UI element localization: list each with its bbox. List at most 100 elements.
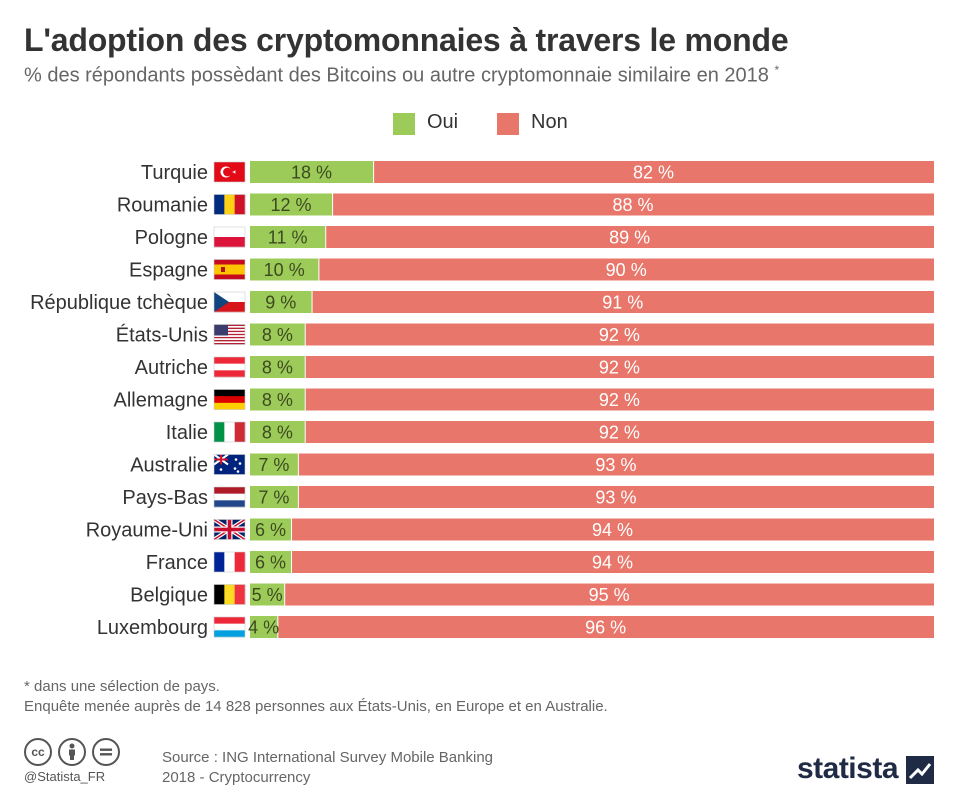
data-label-non: 92 % xyxy=(599,390,640,410)
bar-oui xyxy=(250,388,305,411)
bar-oui xyxy=(250,583,285,606)
data-label-oui: 7 % xyxy=(258,455,289,475)
category-label: France xyxy=(146,552,208,574)
data-label-non: 93 % xyxy=(595,488,636,508)
subtitle-footnote-mark: * xyxy=(774,63,780,77)
bar-non xyxy=(305,388,935,411)
data-label-oui: 8 % xyxy=(262,390,293,410)
belgium-flag-icon xyxy=(213,584,246,605)
bar-oui xyxy=(250,291,312,313)
bar-non xyxy=(305,421,935,443)
bar-oui xyxy=(250,161,374,183)
source-line-1: Source : ING International Survey Mobile… xyxy=(162,749,494,766)
brand-text: statista xyxy=(796,752,899,785)
bar-oui xyxy=(250,616,278,638)
legend-label-non: Non xyxy=(531,111,568,133)
cc-icon: cc xyxy=(24,738,52,766)
bar-oui xyxy=(250,193,333,216)
romania-flag-icon xyxy=(213,194,246,215)
chart-legend: Oui Non xyxy=(0,110,960,138)
bar-non xyxy=(292,518,934,541)
bar-non xyxy=(326,226,934,248)
data-label-non: 91 % xyxy=(602,293,643,313)
category-label: Luxembourg xyxy=(97,617,208,639)
turkey-flag-icon xyxy=(213,161,246,183)
data-label-non: 92 % xyxy=(599,423,640,443)
data-label-non: 82 % xyxy=(633,163,674,183)
data-label-non: 93 % xyxy=(595,455,636,475)
chart-subtitle: % des répondants possèdant des Bitcoins … xyxy=(24,63,779,88)
data-label-oui: 18 % xyxy=(291,163,332,183)
data-label-oui: 5 % xyxy=(252,585,283,605)
bar-non xyxy=(305,323,935,346)
data-label-oui: 6 % xyxy=(255,553,286,573)
subtitle-text: % des répondants possèdant des Bitcoins … xyxy=(24,64,769,87)
data-label-non: 92 % xyxy=(599,325,640,345)
bar-non xyxy=(374,161,934,183)
bar-oui xyxy=(250,323,305,346)
category-label: République tchèque xyxy=(30,292,208,314)
bar-non xyxy=(319,258,934,281)
czech-flag-icon xyxy=(213,291,246,313)
bar-non xyxy=(312,291,934,313)
data-label-oui: 4 % xyxy=(248,618,279,638)
bar-non xyxy=(305,356,935,378)
austria-flag-icon xyxy=(213,356,246,378)
bar-non xyxy=(278,616,934,638)
data-label-non: 92 % xyxy=(599,358,640,378)
category-label: Roumanie xyxy=(117,195,208,217)
usa-flag-icon xyxy=(213,324,246,345)
category-label: Australie xyxy=(130,455,208,477)
legend-swatch-non xyxy=(497,113,519,135)
bar-non xyxy=(298,486,934,508)
data-label-non: 88 % xyxy=(613,195,654,215)
category-label: États-Unis xyxy=(116,324,208,347)
data-label-non: 89 % xyxy=(609,228,650,248)
data-label-non: 96 % xyxy=(585,618,626,638)
footnote-line-1: * dans une sélection de pays. xyxy=(24,678,220,695)
category-label: Allemagne xyxy=(113,390,208,412)
footnote: * dans une sélection de pays. Enquête me… xyxy=(24,677,608,717)
statista-logo-mark xyxy=(906,756,934,784)
category-label: Espagne xyxy=(129,260,208,282)
bar-oui xyxy=(250,356,305,378)
category-label: Turquie xyxy=(141,162,208,184)
australia-flag-icon xyxy=(213,453,246,475)
footnote-line-2: Enquête menée auprès de 14 828 personnes… xyxy=(24,698,608,715)
license-icons: cc xyxy=(24,738,124,768)
data-label-oui: 11 % xyxy=(268,228,308,248)
bar-non xyxy=(333,193,935,216)
data-label-non: 94 % xyxy=(592,520,633,540)
category-label: Royaume-Uni xyxy=(86,520,208,542)
category-label: Italie xyxy=(166,422,208,444)
bar-oui xyxy=(250,258,319,281)
data-label-oui: 8 % xyxy=(262,423,293,443)
data-label-oui: 8 % xyxy=(262,325,293,345)
bar-oui xyxy=(250,453,298,476)
attribution-icon xyxy=(58,738,86,766)
chart-title: L'adoption des cryptomonnaies à travers … xyxy=(24,22,789,58)
legend-swatch-oui xyxy=(393,113,415,135)
uk-flag-icon xyxy=(212,517,247,542)
data-label-oui: 10 % xyxy=(264,260,305,280)
data-label-oui: 8 % xyxy=(262,358,293,378)
data-label-non: 94 % xyxy=(592,553,633,573)
spain-flag-icon xyxy=(213,259,246,280)
statista-logo: statista xyxy=(796,752,899,786)
category-label: Pays-Bas xyxy=(122,487,208,509)
luxembourg-flag-icon xyxy=(213,616,246,638)
bar-oui xyxy=(250,551,292,573)
bar-non xyxy=(285,583,934,606)
france-flag-icon xyxy=(213,551,246,573)
data-label-non: 90 % xyxy=(606,260,647,280)
bar-oui xyxy=(250,226,326,248)
legend-label-oui: Oui xyxy=(427,111,459,133)
bar-oui xyxy=(250,486,298,508)
bar-non xyxy=(292,551,934,573)
category-label: Pologne xyxy=(135,227,208,249)
bar-oui xyxy=(250,421,305,443)
bar-oui xyxy=(250,518,292,541)
data-label-oui: 9 % xyxy=(265,293,296,313)
bar-non xyxy=(298,453,934,476)
